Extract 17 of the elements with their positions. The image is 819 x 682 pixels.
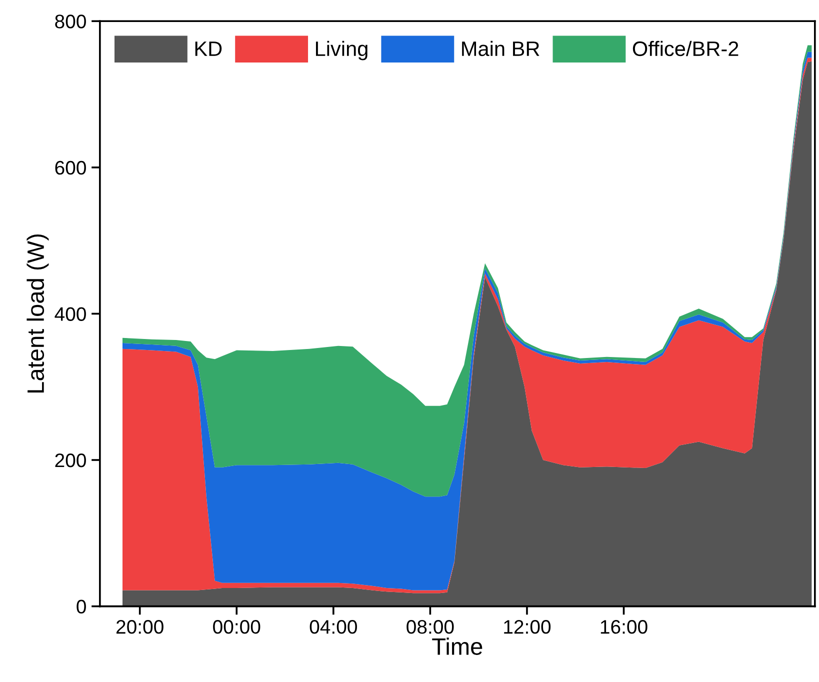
legend-label: KD: [195, 42, 222, 56]
x-tick-label: 00:00: [213, 620, 260, 634]
x-tick-label: 20:00: [116, 620, 164, 634]
x-tick-label: 04:00: [310, 620, 357, 634]
y-tick-label: 800: [55, 14, 86, 28]
x-axis-title: Time: [432, 638, 482, 655]
legend-label: Main BR: [462, 40, 540, 56]
y-tick-label: 0: [76, 600, 86, 614]
x-tick-label: 08:00: [406, 620, 454, 634]
y-tick-label: 400: [54, 307, 86, 321]
legend-label: Living: [316, 40, 368, 60]
y-tick-label: 600: [55, 160, 86, 175]
y-axis-title: Latent load (W): [26, 234, 49, 392]
x-tick-label: 12:00: [504, 620, 551, 634]
x-tick-label: 16:00: [600, 620, 648, 634]
legend-label: Office/BR-2: [632, 40, 738, 56]
y-tick-label: 200: [55, 453, 86, 468]
